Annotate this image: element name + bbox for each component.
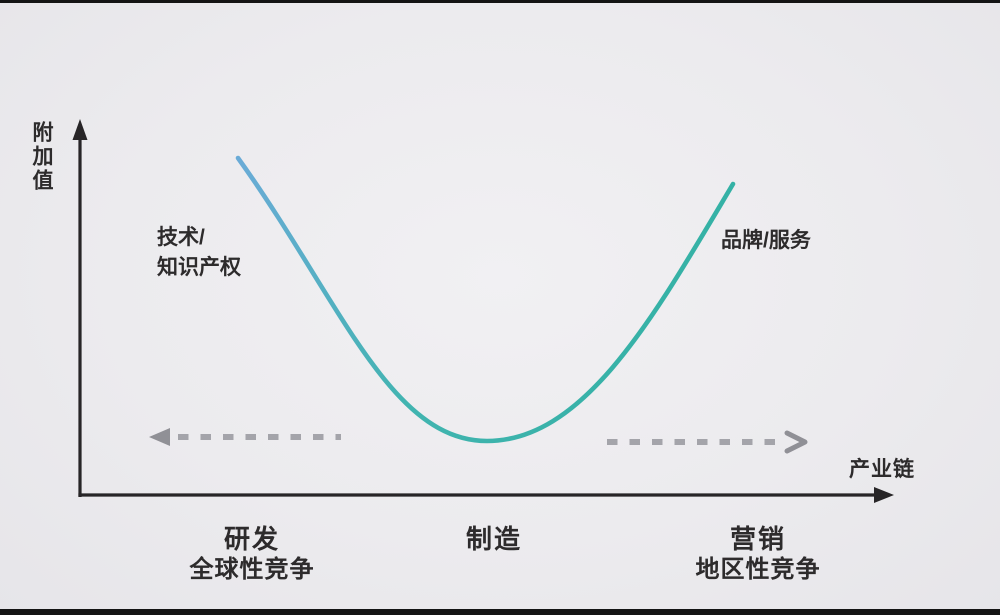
left-annotation-line1: 技术/ bbox=[157, 226, 205, 249]
stage-marketing-competition: 地区性竞争 bbox=[695, 556, 821, 583]
stage-rd: 研发 全球性竞争 bbox=[152, 523, 352, 585]
x-axis-arrowhead-icon bbox=[874, 487, 894, 503]
stage-marketing: 营销 地区性竞争 bbox=[658, 523, 858, 585]
smile-curve-line bbox=[235, 155, 736, 444]
bottom-letterbox-bar bbox=[0, 609, 1000, 615]
y-axis-label: 附加值 bbox=[30, 121, 53, 193]
stage-rd-competition: 全球性竞争 bbox=[189, 556, 315, 583]
stage-manufacturing-name: 制造 bbox=[465, 524, 522, 554]
left-arrow-icon bbox=[149, 428, 170, 446]
left-annotation-line2: 知识产权 bbox=[157, 256, 241, 279]
stage-marketing-name: 营销 bbox=[729, 524, 786, 554]
right-curve-annotation: 品牌/服务 bbox=[721, 229, 811, 252]
x-axis-label: 产业链 bbox=[849, 458, 915, 481]
right-arrow-icon bbox=[784, 430, 808, 454]
top-letterbox-bar bbox=[0, 0, 1000, 3]
stage-rd-name: 研发 bbox=[223, 524, 280, 554]
left-curve-annotation: 技术/ 知识产权 bbox=[157, 223, 241, 283]
stage-manufacturing: 制造 bbox=[394, 523, 594, 555]
y-axis-arrowhead-icon bbox=[72, 119, 88, 140]
